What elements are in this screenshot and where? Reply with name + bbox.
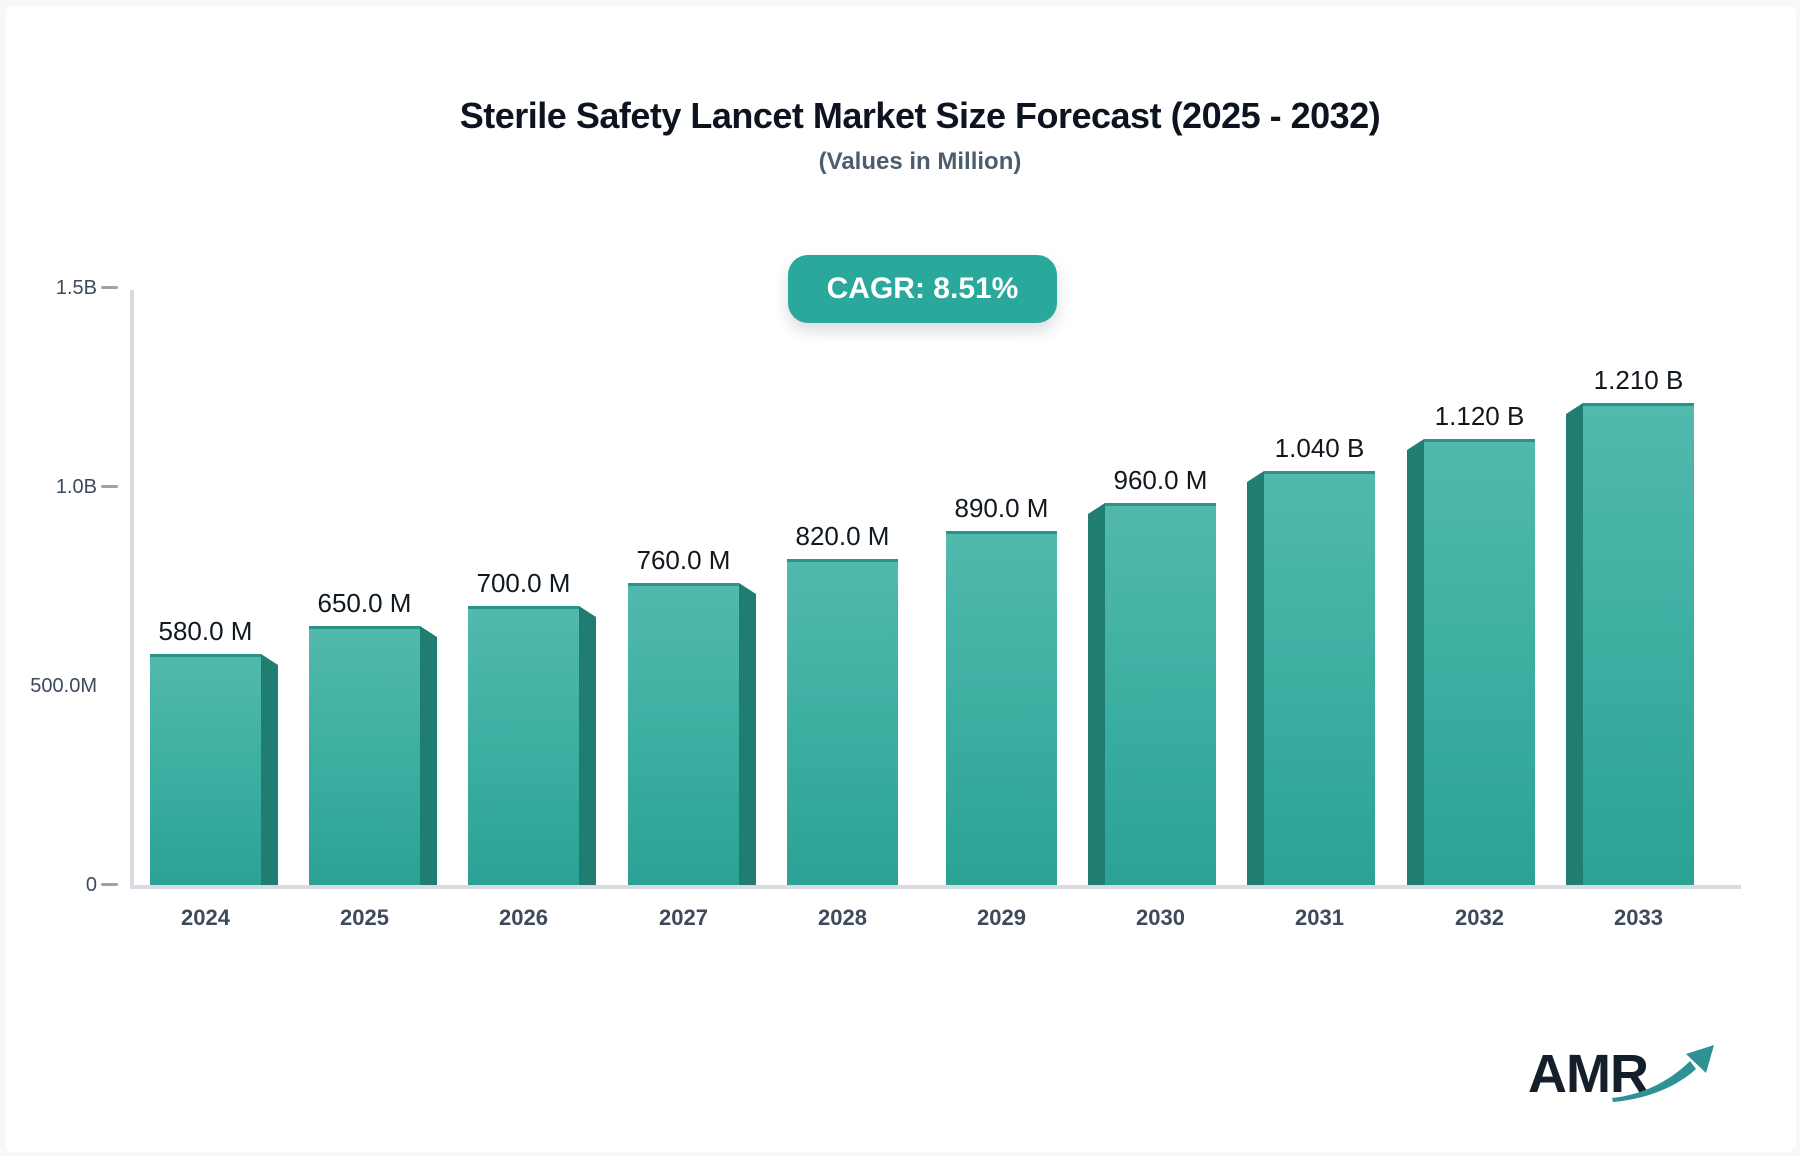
y-axis-line — [130, 290, 134, 889]
cagr-badge: CAGR: 8.51% — [788, 255, 1057, 323]
x-axis-label-2028: 2028 — [818, 905, 867, 930]
bar-side-2031 — [1247, 471, 1264, 885]
bar-face-2032 — [1424, 439, 1535, 885]
y-axis-tick-label: 1.0B — [55, 476, 97, 498]
bar-value-label-2029: 890.0 M — [954, 493, 1049, 523]
chart-title: Sterile Safety Lancet Market Size Foreca… — [459, 95, 1381, 136]
bar-value-label-2024: 580.0 M — [158, 616, 253, 646]
x-axis-label-2025: 2025 — [340, 905, 389, 930]
bar-value-label-2033: 1.210 B — [1593, 365, 1684, 395]
bar-side-2024 — [261, 654, 278, 885]
x-axis-label-2031: 2031 — [1295, 905, 1344, 930]
bar-face-2024 — [150, 654, 261, 885]
chart-subtitle: (Values in Million) — [818, 148, 1022, 175]
bar-value-label-2026: 700.0 M — [476, 568, 571, 598]
bar-value-label-2025: 650.0 M — [317, 588, 412, 618]
bar-face-2033 — [1583, 403, 1694, 885]
x-axis-label-2024: 2024 — [181, 905, 230, 930]
bar-value-label-2028: 820.0 M — [795, 521, 890, 551]
bar-side-2026 — [579, 606, 596, 885]
bar-value-label-2030: 960.0 M — [1113, 465, 1208, 495]
bar-value-label-2031: 1.040 B — [1274, 433, 1365, 463]
bar-face-2031 — [1264, 471, 1375, 885]
bar-face-2030 — [1105, 503, 1216, 885]
bar-face-2028 — [787, 559, 898, 885]
bar-face-2025 — [309, 626, 420, 885]
y-axis-tick-label: 1.5B — [55, 277, 97, 299]
y-axis-tick-label: 0 — [85, 874, 97, 896]
x-axis-label-2030: 2030 — [1136, 905, 1185, 930]
bar-side-2033 — [1566, 403, 1583, 885]
bar-side-2032 — [1407, 439, 1424, 885]
x-axis-label-2029: 2029 — [977, 905, 1026, 930]
x-axis-label-2032: 2032 — [1455, 905, 1504, 930]
growth-arrow-icon — [1612, 1045, 1714, 1102]
y-axis-tick-dash — [101, 286, 118, 289]
bar-value-label-2032: 1.120 B — [1434, 401, 1525, 431]
x-axis-label-2033: 2033 — [1614, 905, 1663, 930]
amr-logo-text: AMR — [1528, 1044, 1649, 1104]
y-axis-tick-dash — [101, 485, 118, 488]
bar-face-2026 — [468, 606, 579, 885]
x-axis-label-2026: 2026 — [499, 905, 548, 930]
x-axis-label-2027: 2027 — [659, 905, 708, 930]
bar-value-label-2027: 760.0 M — [636, 545, 731, 575]
y-axis-tick-label: 500.0M — [30, 675, 97, 697]
bar-face-2027 — [628, 583, 739, 885]
bar-side-2027 — [739, 583, 756, 885]
x-axis-line — [130, 885, 1741, 889]
y-axis-tick-dash — [101, 883, 118, 886]
bar-face-2029 — [946, 531, 1057, 885]
bar-side-2025 — [420, 626, 437, 885]
amr-logo: AMR — [1528, 1035, 1718, 1120]
bar-side-2030 — [1088, 503, 1105, 885]
